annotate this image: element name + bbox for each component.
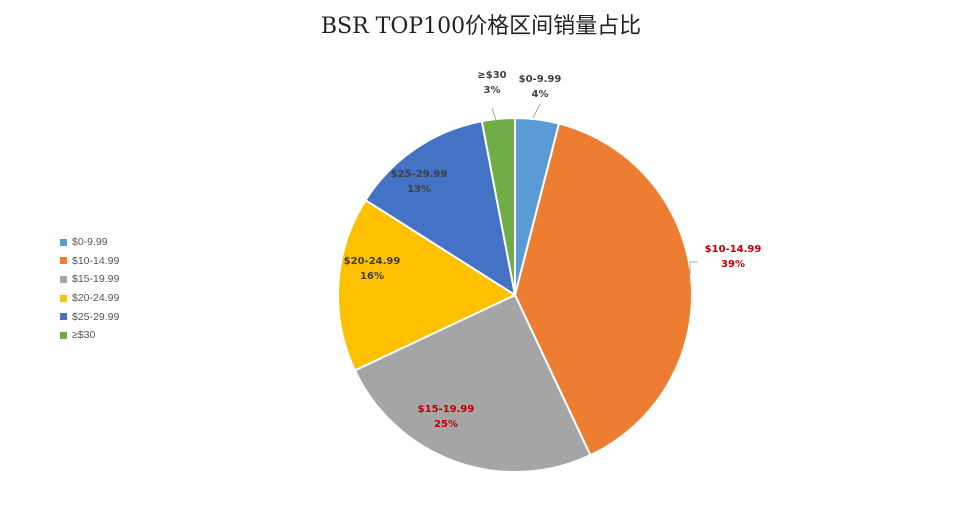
slice-label-percent-2: 25% xyxy=(434,419,458,430)
slice-label-5: ≥$30 3% xyxy=(477,70,506,96)
leader-line-0 xyxy=(532,103,541,119)
legend-swatch-5 xyxy=(60,331,67,339)
legend-item-0: $0-9.99 xyxy=(60,233,170,252)
legend-label-4: $25-29.99 xyxy=(72,310,120,323)
slice-label-category-2: $15-19.99 xyxy=(418,404,475,415)
pie-slice-3 xyxy=(337,198,518,372)
pie-slice-5 xyxy=(480,116,516,296)
legend-item-1: $10-14.99 xyxy=(60,252,170,271)
legend-swatch-1 xyxy=(60,257,67,265)
slice-label-4: $25-29.99 13% xyxy=(391,169,448,195)
slice-label-category-4: $25-29.99 xyxy=(391,169,448,180)
leader-line-5 xyxy=(491,107,497,121)
pie-slice-1 xyxy=(513,122,693,457)
legend-item-3: $20-24.99 xyxy=(60,289,170,308)
slice-label-3: $20-24.99 16% xyxy=(344,256,401,282)
legend-label-1: $10-14.99 xyxy=(72,254,120,267)
legend-label-5: ≥$30 xyxy=(72,329,96,342)
slice-label-category-5: ≥$30 xyxy=(477,70,506,81)
legend-swatch-0 xyxy=(60,238,67,246)
slice-label-0: $0-9.99 4% xyxy=(519,74,562,100)
slice-label-category-0: $0-9.99 xyxy=(519,74,562,85)
legend-item-2: $15-19.99 xyxy=(60,270,170,289)
legend-item-5: ≥$30 xyxy=(60,326,170,345)
slice-label-percent-4: 13% xyxy=(407,184,431,195)
legend-item-4: $25-29.99 xyxy=(60,307,170,326)
slice-label-percent-3: 16% xyxy=(360,271,384,282)
slice-label-percent-1: 39% xyxy=(721,259,745,270)
slice-label-category-1: $10-14.99 xyxy=(705,244,762,255)
legend-label-3: $20-24.99 xyxy=(72,292,120,305)
pie-slice-4 xyxy=(364,119,517,298)
legend-swatch-3 xyxy=(60,294,67,302)
chart-title: BSR TOP100价格区间销量占比 xyxy=(320,14,642,39)
leader-line-1 xyxy=(689,261,698,275)
slice-label-category-3: $20-24.99 xyxy=(344,256,401,267)
slice-label-2: $15-19.99 25% xyxy=(418,404,475,430)
legend-swatch-2 xyxy=(60,275,67,283)
slice-label-percent-0: 4% xyxy=(532,89,549,100)
legend-swatch-4 xyxy=(60,313,67,321)
pie-slice-2 xyxy=(353,293,592,473)
legend-label-2: $15-19.99 xyxy=(72,273,120,286)
slice-label-1: $10-14.99 39% xyxy=(705,244,762,270)
chart-legend: $0-9.99 $10-14.99 $15-19.99 $20-24.99 $25-29… xyxy=(60,233,170,345)
legend-label-0: $0-9.99 xyxy=(72,236,108,249)
slice-label-percent-5: 3% xyxy=(484,85,501,96)
